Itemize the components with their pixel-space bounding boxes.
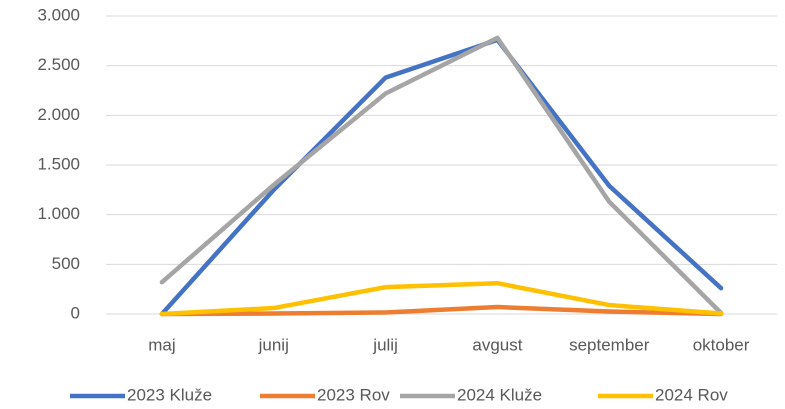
y-tick-label: 2.000	[37, 105, 80, 124]
series-line	[159, 304, 724, 317]
series-line	[159, 37, 724, 317]
x-tick-label: september	[569, 335, 650, 354]
y-tick-label: 2.500	[37, 55, 80, 74]
y-tick-label: 500	[52, 254, 80, 273]
series-line	[159, 280, 724, 317]
x-tick-label: julij	[372, 335, 398, 354]
x-tick-label: maj	[148, 335, 175, 354]
y-tick-label: 1.000	[37, 204, 80, 223]
x-tick-label: junij	[258, 335, 289, 354]
x-tick-label: avgust	[472, 335, 522, 354]
legend-label: 2024 Rov	[655, 385, 728, 404]
legend-label: 2023 Kluže	[127, 385, 212, 404]
series-line	[159, 35, 724, 316]
y-tick-label: 0	[71, 303, 80, 322]
y-tick-label: 1.500	[37, 154, 80, 173]
y-tick-label: 3.000	[37, 5, 80, 24]
x-tick-label: oktober	[693, 335, 750, 354]
legend-label: 2023 Rov	[317, 385, 390, 404]
legend-label: 2024 Kluže	[457, 385, 542, 404]
